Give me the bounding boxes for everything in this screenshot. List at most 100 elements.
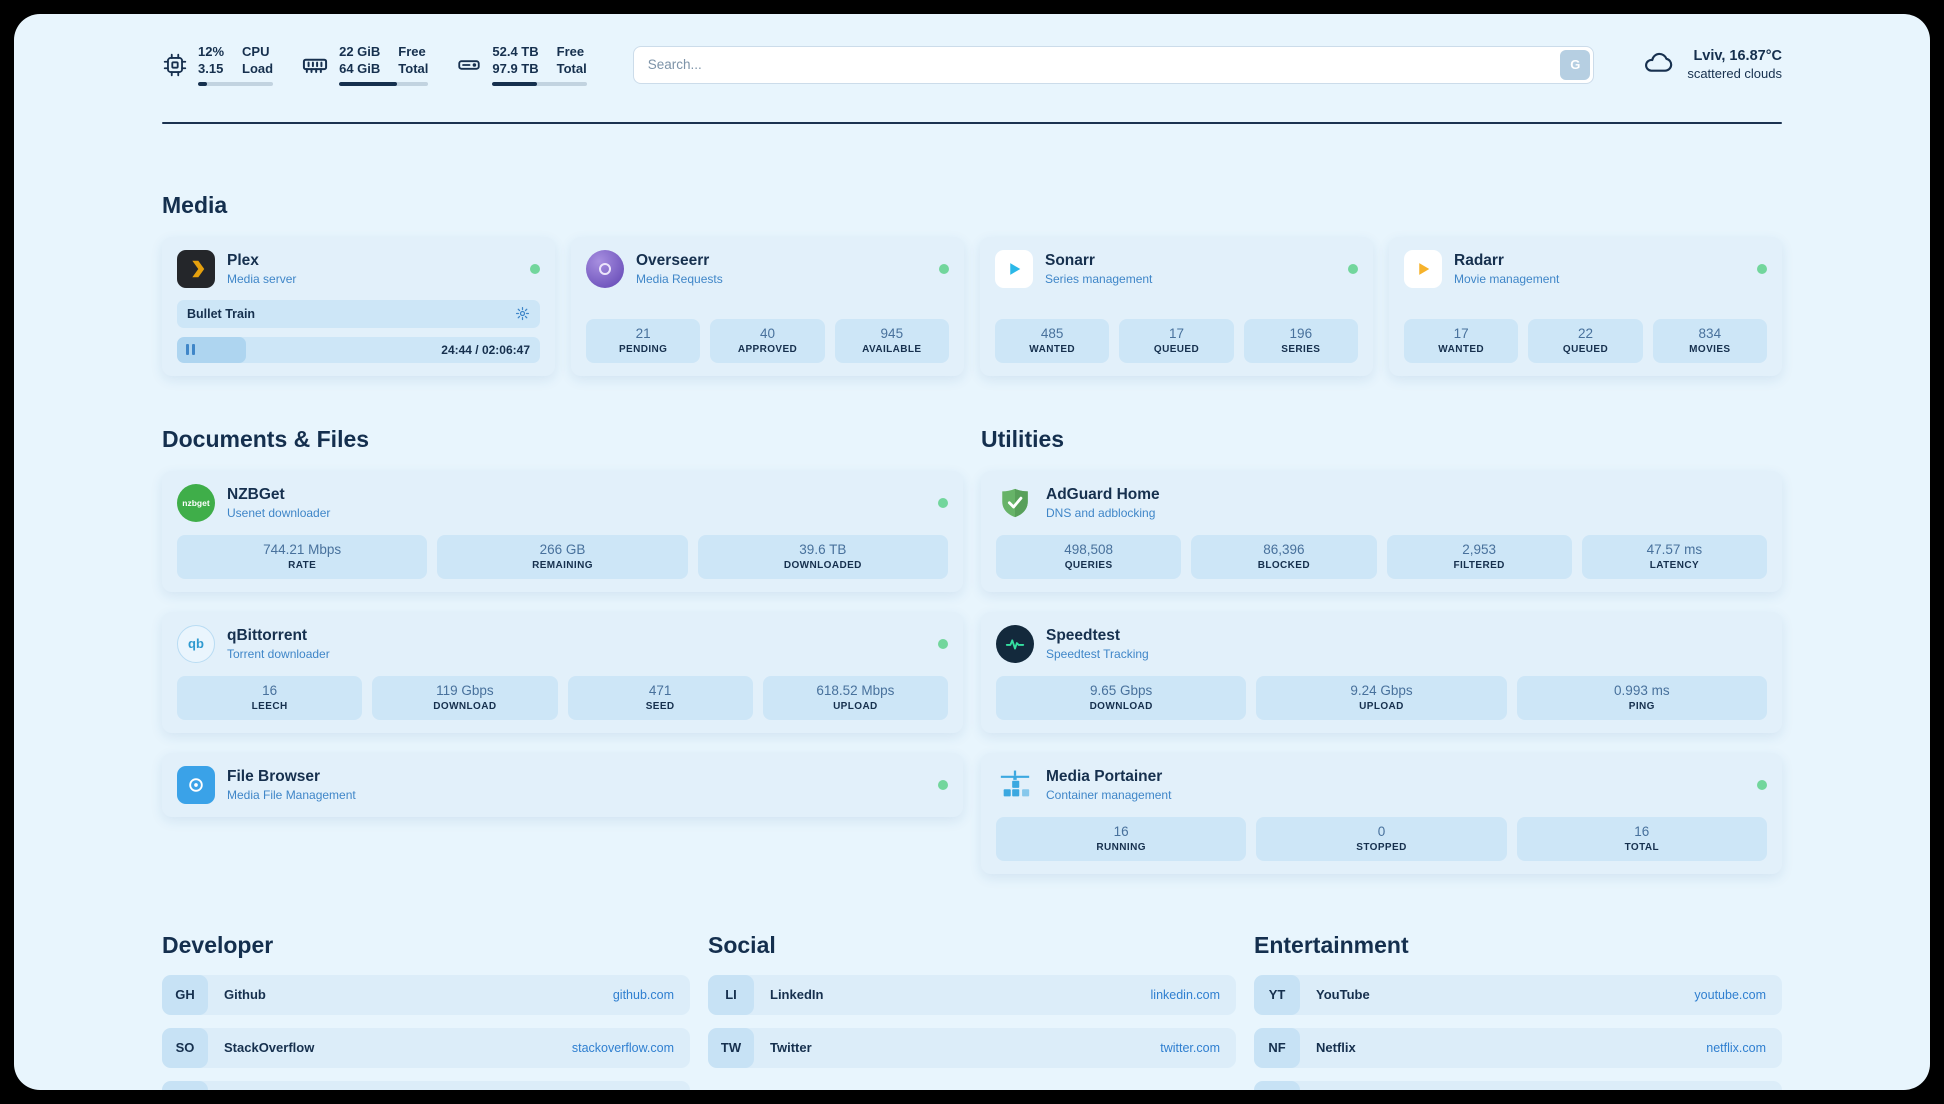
adguard-card[interactable]: AdGuard Home DNS and adblocking 498,508 …: [981, 470, 1782, 592]
service-title: NZBGet: [227, 485, 285, 503]
disk-free-label: Free: [556, 44, 585, 59]
service-subtitle: Media Requests: [636, 271, 723, 286]
dashboard-panel: 12% CPU 3.15 Load: [14, 14, 1930, 1090]
stat-label: PING: [1628, 700, 1655, 712]
service-subtitle: Media server: [227, 271, 297, 286]
stat-label: AVAILABLE: [862, 343, 922, 355]
disk-total-value: 97.9 TB: [492, 60, 539, 76]
section-developer: Developer GH Github github.com SO StackO…: [162, 932, 690, 1090]
system-monitors: 12% CPU 3.15 Load: [162, 44, 587, 86]
stat-box: 40 APPROVED: [710, 318, 825, 363]
stat-box: 618.52 Mbps UPLOAD: [762, 675, 948, 720]
section-heading-utilities: Utilities: [981, 425, 1065, 452]
bookmark-name: LinkedIn: [770, 987, 824, 1003]
stat-label: UPLOAD: [1359, 700, 1404, 712]
section-heading-media: Media: [162, 191, 228, 218]
stat-value: 618.52 Mbps: [816, 682, 895, 698]
stat-label: STOPPED: [1356, 841, 1407, 853]
portainer-icon: [996, 766, 1034, 804]
bookmark-netflix[interactable]: NF Netflix netflix.com: [1254, 1027, 1782, 1068]
stat-label: BLOCKED: [1257, 559, 1310, 571]
search-input[interactable]: [632, 45, 1595, 84]
stat-value: 17: [1453, 325, 1469, 341]
portainer-card[interactable]: Media Portainer Container management 16 …: [981, 752, 1782, 874]
service-subtitle: Movie management: [1454, 271, 1560, 286]
service-subtitle: Series management: [1045, 271, 1153, 286]
stat-box: 16 LEECH: [177, 675, 363, 720]
bookmark-youtube[interactable]: YT YouTube youtube.com: [1254, 974, 1782, 1015]
service-title: File Browser: [227, 767, 321, 785]
filebrowser-icon: [177, 765, 215, 804]
pause-icon[interactable]: [186, 344, 198, 356]
nzbget-card[interactable]: nzbget NZBGet Usenet downloader 744.21 M…: [162, 470, 963, 592]
disk-progress-bar: [492, 81, 587, 86]
cpu-load-label: Load: [242, 60, 274, 76]
status-dot: [530, 263, 540, 274]
search-provider-button[interactable]: G: [1560, 49, 1591, 80]
stat-label: LEECH: [251, 700, 288, 712]
stat-value: 22: [1577, 325, 1593, 341]
stat-label: DOWNLOADED: [783, 559, 862, 571]
stat-value: 471: [648, 682, 672, 698]
cpu-progress-bar: [198, 81, 274, 86]
section-heading-documents: Documents & Files: [162, 425, 370, 452]
status-dot: [938, 779, 948, 790]
section-social: Social LI LinkedIn linkedin.com TW Twitt…: [708, 932, 1236, 1090]
stat-box: 39.6 TB DOWNLOADED: [697, 534, 948, 579]
status-dot: [938, 497, 948, 508]
ram-icon: [301, 51, 329, 79]
service-subtitle: Torrent downloader: [227, 646, 330, 661]
bookmark-linkedin[interactable]: LI LinkedIn linkedin.com: [708, 974, 1236, 1015]
stat-box: 266 GB REMAINING: [437, 534, 688, 579]
stat-box: 945 AVAILABLE: [834, 318, 949, 363]
section-media: Media Plex Media server Bullet Train: [162, 192, 1782, 376]
stat-value: 498,508: [1064, 541, 1114, 557]
stat-value: 16: [1113, 823, 1129, 839]
bookmark-name: Twitter: [770, 1040, 812, 1056]
speedtest-icon: [996, 624, 1034, 663]
filebrowser-card[interactable]: File Browser Media File Management: [162, 752, 963, 817]
bookmark-twitter[interactable]: TW Twitter twitter.com: [708, 1027, 1236, 1068]
radarr-card[interactable]: Radarr Movie management 17 WANTED 22 QUE…: [1389, 236, 1782, 376]
ram-monitor: 22 GiB Free 64 GiB Total: [301, 44, 429, 86]
ram-free-label: Free: [398, 44, 426, 59]
plex-card[interactable]: Plex Media server Bullet Train: [162, 236, 555, 376]
bookmark-github[interactable]: GH Github github.com: [162, 974, 690, 1015]
service-title: Speedtest: [1046, 626, 1121, 644]
service-subtitle: Speedtest Tracking: [1046, 646, 1149, 661]
adguard-icon: [996, 484, 1034, 522]
status-dot: [1757, 263, 1767, 274]
bookmark-name: StackOverflow: [224, 1040, 315, 1056]
bookmark-abbr: YT: [1254, 974, 1300, 1015]
bookmark-abbr: RE: [1254, 1080, 1300, 1090]
disk-free-value: 52.4 TB: [492, 44, 539, 59]
stat-value: 16: [1634, 823, 1650, 839]
gear-icon[interactable]: [515, 306, 530, 321]
status-dot: [939, 263, 949, 274]
weather-location: Lviv, 16.87°C: [1693, 48, 1782, 65]
bookmark-name: Github: [224, 987, 266, 1003]
bookmark-abbr: NF: [1254, 1027, 1300, 1068]
stat-box: 16 TOTAL: [1516, 816, 1767, 861]
speedtest-card[interactable]: Speedtest Speedtest Tracking 9.65 Gbps D…: [981, 611, 1782, 733]
stat-value: 196: [1289, 325, 1313, 341]
bookmark-stackoverflow[interactable]: SO StackOverflow stackoverflow.com: [162, 1027, 690, 1068]
sonarr-card[interactable]: Sonarr Series management 485 WANTED 17 Q…: [980, 236, 1373, 376]
section-documents: Documents & Files nzbget NZBGet Usenet d…: [162, 426, 963, 817]
service-title: Radarr: [1454, 251, 1504, 269]
qbittorrent-card[interactable]: qb qBittorrent Torrent downloader 16 LEE…: [162, 611, 963, 733]
top-bar: 12% CPU 3.15 Load: [162, 44, 1782, 86]
status-dot: [1757, 779, 1767, 790]
bookmark-reddit[interactable]: RE Reddit reddit.com: [1254, 1080, 1782, 1090]
overseerr-card[interactable]: Overseerr Media Requests 21 PENDING 40 A…: [571, 236, 964, 376]
ram-total-label: Total: [398, 60, 429, 76]
disk-monitor: 52.4 TB Free 97.9 TB Total: [456, 44, 587, 86]
ram-total-value: 64 GiB: [339, 60, 381, 76]
cpu-usage-value: 12%: [198, 44, 225, 59]
weather-condition: scattered clouds: [1687, 66, 1782, 82]
stat-label: REMAINING: [532, 559, 593, 571]
stat-box: 22 QUEUED: [1528, 318, 1643, 363]
stat-box: 485 WANTED: [995, 318, 1110, 363]
bookmark-dev[interactable]: DT DEV dev.to: [162, 1080, 690, 1090]
